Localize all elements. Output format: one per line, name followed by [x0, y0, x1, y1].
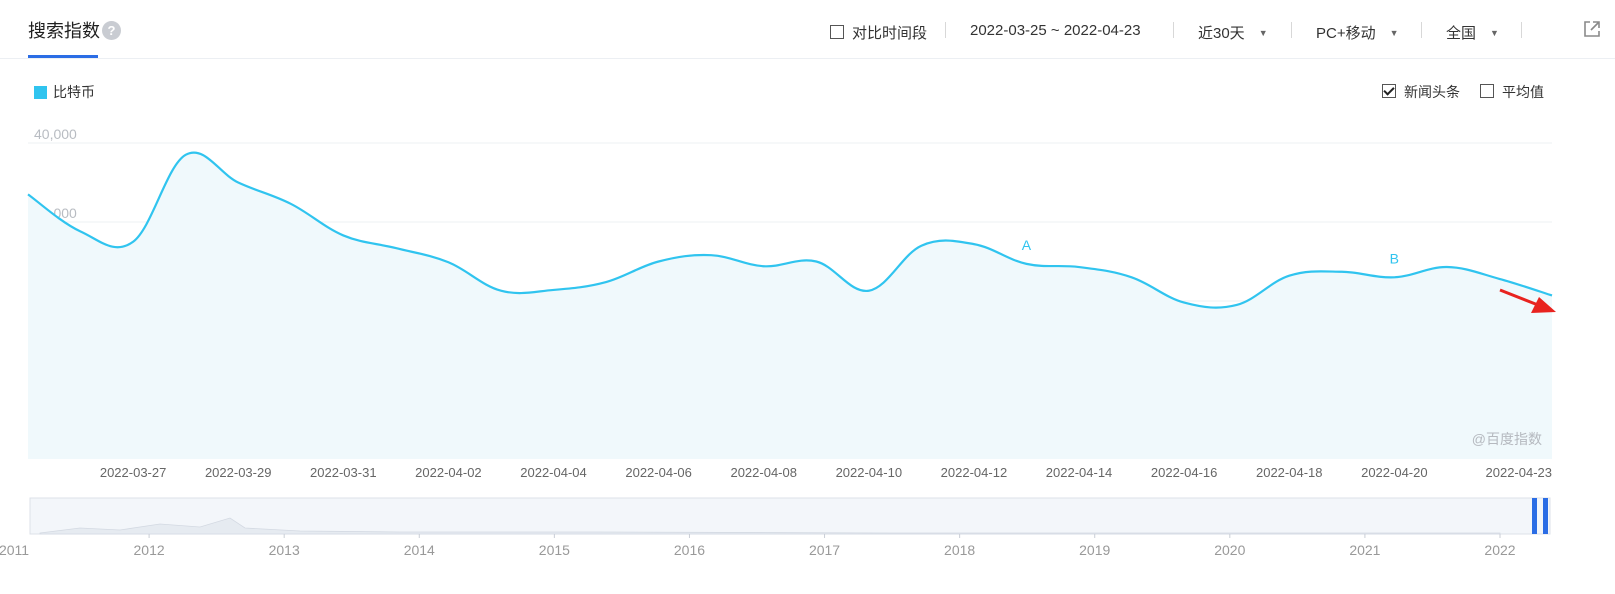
compare-period-toggle[interactable]: 对比时间段	[830, 22, 927, 43]
x-tick-label: 2022-04-14	[1046, 465, 1113, 480]
x-tick-label: 2022-04-16	[1151, 465, 1218, 480]
news-marker-b[interactable]: B	[1390, 250, 1399, 266]
region-value: 全国	[1446, 25, 1477, 42]
divider	[1421, 22, 1422, 38]
device-value: PC+移动	[1316, 25, 1376, 42]
news-headline-toggle[interactable]: 新闻头条	[1382, 82, 1460, 102]
divider	[1291, 22, 1292, 38]
divider	[1521, 22, 1522, 38]
question-circle-icon[interactable]: ?	[102, 21, 121, 40]
watermark: @百度指数	[1472, 431, 1542, 447]
navigator-year-label: 2016	[674, 542, 705, 558]
region-dropdown[interactable]: 全国 ▼	[1446, 22, 1499, 43]
legend-series-name: 比特币	[53, 84, 95, 100]
navigator-handle-left[interactable]	[1532, 498, 1537, 534]
navigator-handle-right[interactable]	[1543, 498, 1548, 534]
navigator-year-label: 2012	[134, 542, 165, 558]
navigator-year-label: 2021	[1349, 542, 1380, 558]
navigator-year-label: 2013	[269, 542, 300, 558]
caret-down-icon: ▼	[1389, 28, 1399, 38]
average-checkbox[interactable]	[1480, 84, 1494, 98]
period-dropdown[interactable]: 近30天 ▼	[1198, 22, 1268, 43]
top-bar: 搜索指数 ? 对比时间段 2022-03-25 ~ 2022-04-23 近30…	[0, 0, 1615, 59]
red-arrow-annotation	[1499, 288, 1556, 313]
period-value: 近30天	[1198, 25, 1245, 42]
average-toggle[interactable]: 平均值	[1480, 82, 1544, 102]
x-tick-label: 2022-04-06	[625, 465, 692, 480]
navigator-year-label: 2022	[1484, 542, 1515, 558]
x-tick-label: 2022-04-18	[1256, 465, 1323, 480]
navigator-year-label: 2017	[809, 542, 840, 558]
x-tick-label: 2022-04-12	[941, 465, 1008, 480]
device-dropdown[interactable]: PC+移动 ▼	[1316, 22, 1399, 43]
legend-swatch	[34, 86, 47, 99]
compare-label: 对比时间段	[852, 25, 928, 42]
active-tab-indicator	[28, 55, 98, 58]
divider	[945, 22, 946, 38]
news-marker-a[interactable]: A	[1022, 237, 1032, 253]
navigator-year-label: 2020	[1214, 542, 1245, 558]
navigator-year-label: 2019	[1079, 542, 1110, 558]
navigator-year-label: 2015	[539, 542, 570, 558]
compare-checkbox[interactable]	[830, 25, 844, 39]
x-tick-label: 2022-03-29	[205, 465, 272, 480]
navigator-year-label: 2018	[944, 542, 975, 558]
navigator-year-label: 2011	[0, 542, 29, 558]
x-tick-label: 2022-04-20	[1361, 465, 1428, 480]
average-label: 平均值	[1502, 84, 1544, 100]
chart-legend[interactable]: 比特币	[34, 82, 95, 102]
x-tick-label: 2022-04-04	[520, 465, 587, 480]
navigator-year-label: 2014	[404, 542, 435, 558]
y-tick-label: 40,000	[34, 126, 77, 142]
series-line	[27, 151, 1553, 309]
x-tick-label: 2022-04-10	[836, 465, 903, 480]
caret-down-icon: ▼	[1490, 28, 1499, 38]
caret-down-icon: ▼	[1258, 28, 1268, 38]
series-area	[28, 152, 1552, 459]
navigator-mini-series	[39, 517, 1501, 535]
x-tick-label: 2022-03-27	[100, 465, 167, 480]
x-tick-label: 2022-04-08	[730, 465, 797, 480]
x-tick-label: 2022-04-23	[1486, 465, 1553, 480]
external-link-icon[interactable]	[1583, 20, 1601, 38]
news-checkbox[interactable]	[1382, 84, 1396, 98]
news-label: 新闻头条	[1404, 84, 1460, 100]
x-tick-label: 2022-04-02	[415, 465, 482, 480]
x-tick-label: 2022-03-31	[310, 465, 377, 480]
tab-search-index[interactable]: 搜索指数	[28, 21, 100, 41]
divider	[1173, 22, 1174, 38]
date-range-picker[interactable]: 2022-03-25 ~ 2022-04-23	[970, 22, 1141, 39]
